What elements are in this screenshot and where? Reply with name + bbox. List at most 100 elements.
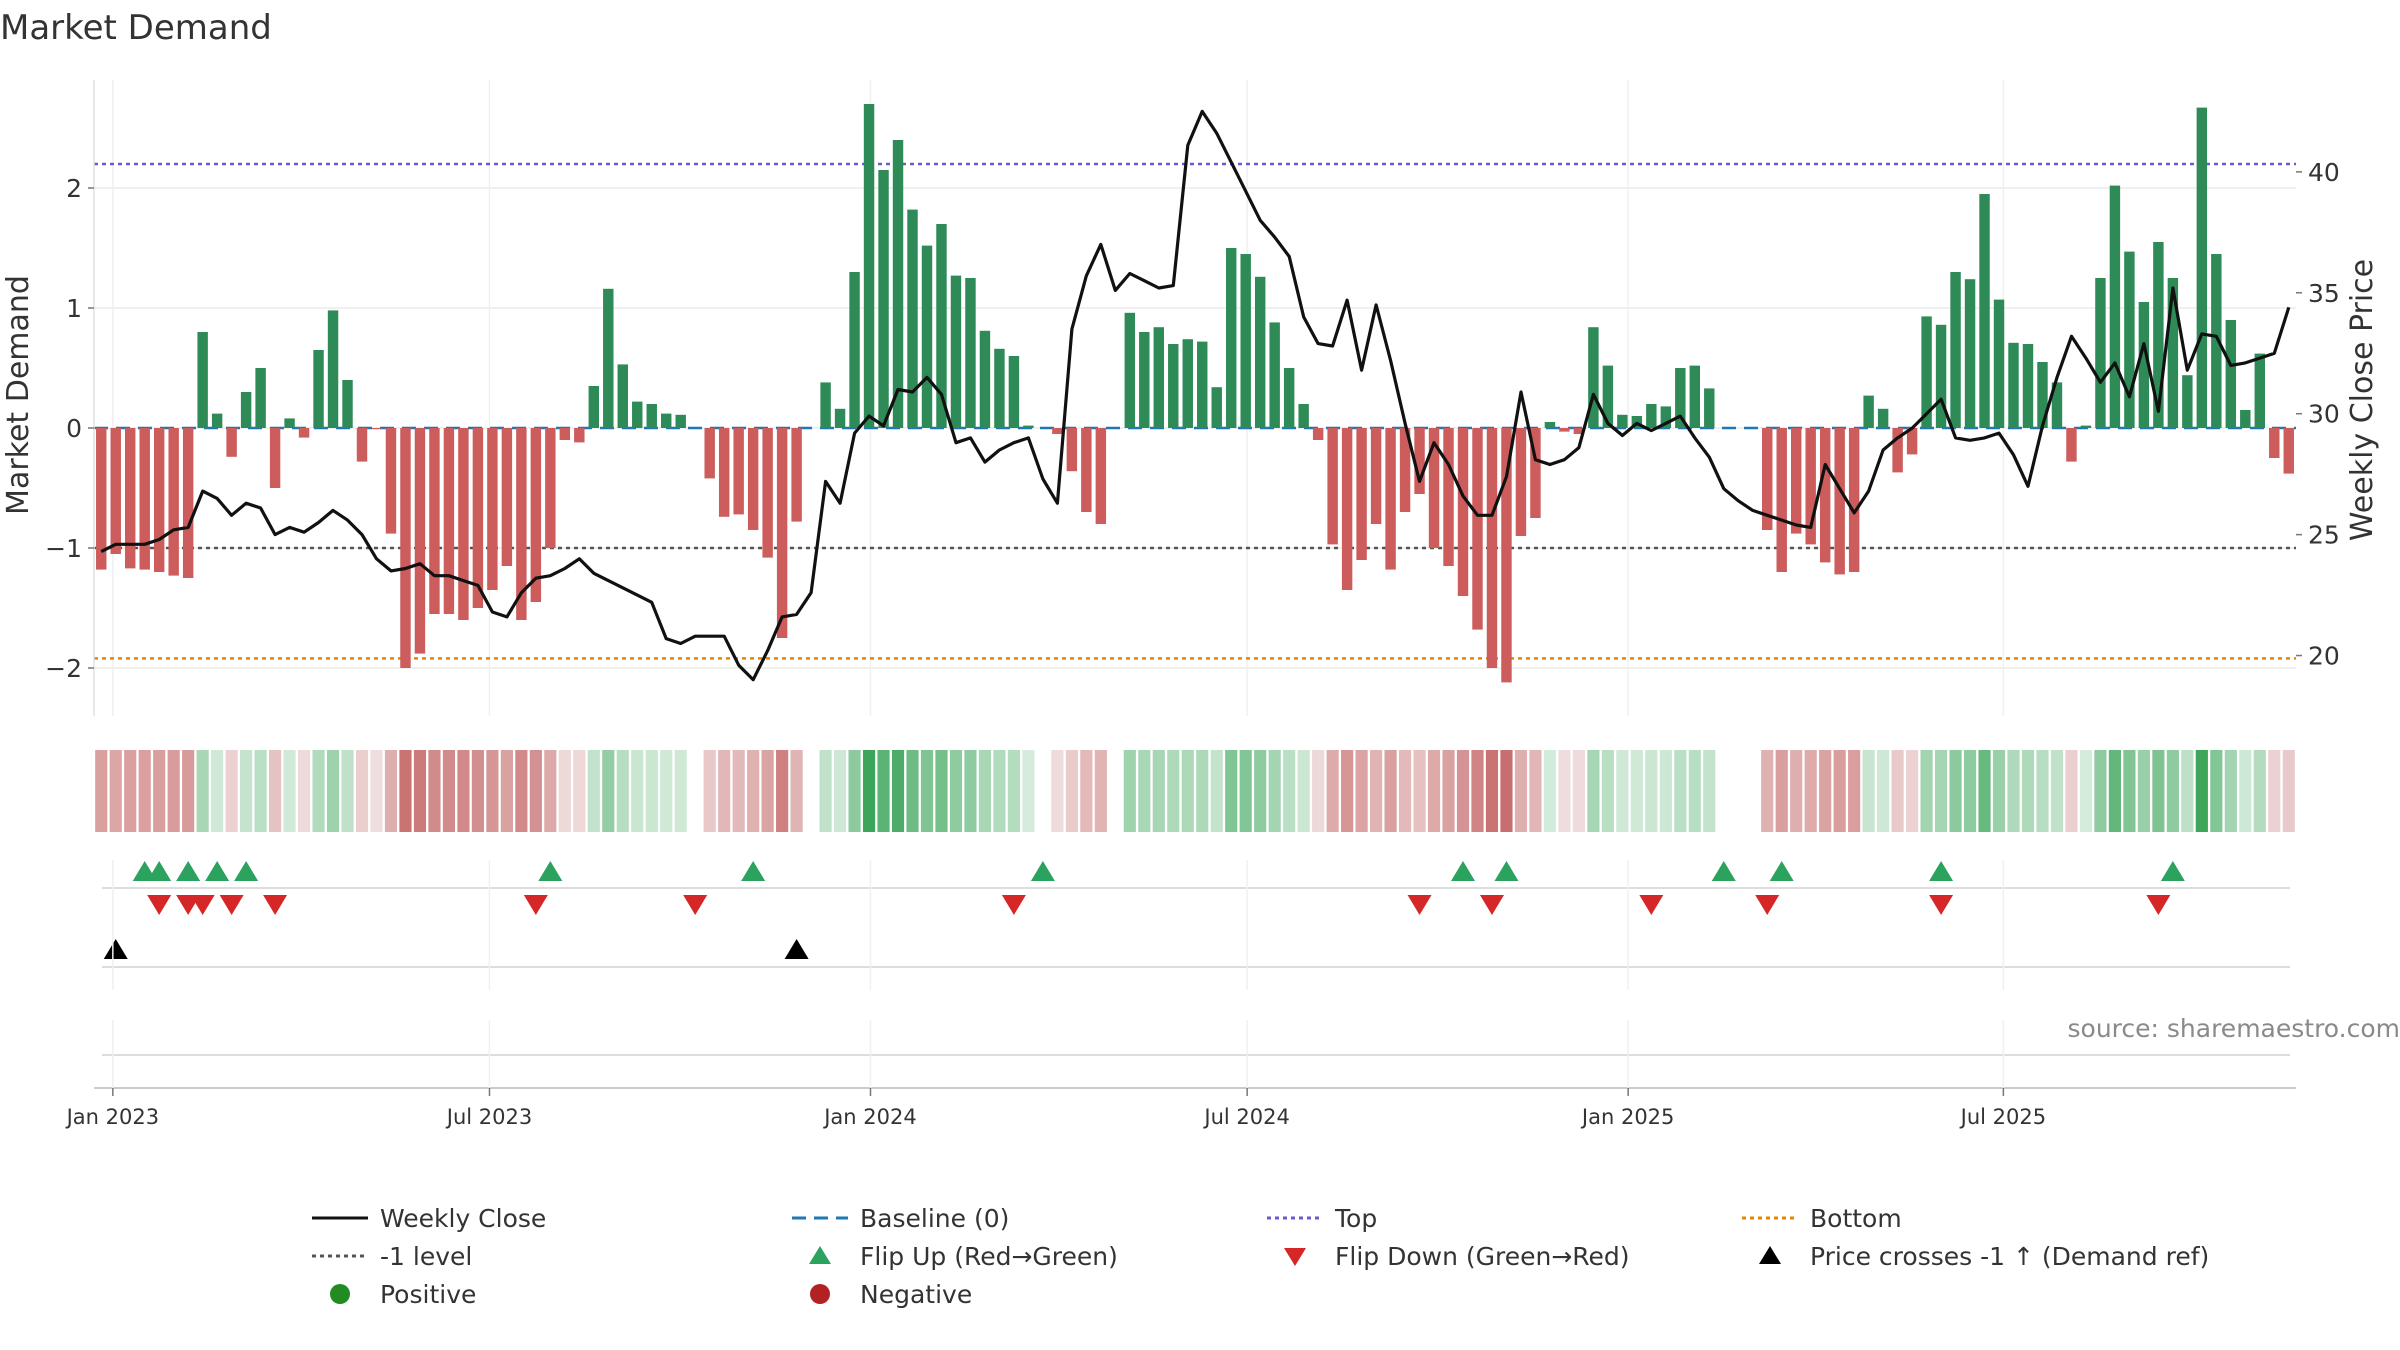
heat-cell [732, 750, 745, 832]
flip-markers [102, 861, 2290, 915]
heat-cell [2065, 750, 2078, 832]
demand-bar [1095, 428, 1107, 524]
heat-cell [1732, 750, 1745, 832]
demand-bar [545, 428, 556, 548]
demand-bar [356, 428, 368, 462]
y-tick-label: −1 [45, 534, 82, 563]
demand-bar [1573, 428, 1585, 434]
legend-weekly-close: Weekly Close [310, 1200, 546, 1236]
demand-bar [762, 428, 773, 558]
demand-bar [96, 428, 107, 570]
demand-bar [298, 428, 310, 438]
heat-cell [1558, 750, 1571, 832]
heat-cell [486, 750, 499, 832]
demand-bar [182, 428, 194, 578]
y2-tick-label: 20 [2308, 642, 2340, 671]
demand-bar [255, 368, 266, 428]
heat-cell [254, 750, 267, 832]
demand-bar [1964, 279, 1976, 428]
heat-cell [1384, 750, 1397, 832]
heat-cell [833, 750, 847, 832]
legend-label: Flip Down (Green→Red) [1335, 1241, 1630, 1271]
flip-up-marker [741, 861, 766, 881]
demand-bar [1052, 428, 1063, 434]
demand-bar [1312, 428, 1324, 440]
demand-bar [2037, 362, 2048, 428]
demand-bar [2153, 242, 2164, 428]
heat-cell [1370, 750, 1383, 832]
demand-bar [574, 428, 585, 443]
heat-cell [1196, 750, 1209, 832]
demand-bar [834, 408, 846, 428]
heat-cell [95, 750, 108, 832]
price-cross-markers [102, 939, 2290, 968]
demand-bar [385, 428, 397, 534]
heat-cell [1442, 750, 1455, 832]
heat-cell [1080, 750, 1093, 832]
heat-cell [138, 750, 151, 832]
flip-down-marker [1407, 895, 1432, 915]
demand-bar [1226, 248, 1237, 428]
weekly-close-line [100, 109, 2291, 682]
demand-bar [2095, 278, 2106, 428]
x-tick-label: Jan 2024 [822, 1105, 917, 1129]
line-swatch-icon [310, 1200, 370, 1236]
legend-label: Flip Up (Red→Green) [860, 1241, 1118, 1271]
legend-label: Bottom [1810, 1203, 1902, 1233]
flip-down-marker [190, 895, 215, 915]
demand-bar [1588, 327, 1599, 428]
flip-up-marker [176, 861, 201, 881]
heat-cell [1297, 750, 1310, 832]
demand-bar [863, 104, 875, 428]
heat-cell [993, 750, 1006, 832]
y-tick-label: 1 [66, 294, 82, 323]
demand-bar [675, 414, 686, 428]
demand-bar [2269, 428, 2280, 458]
heat-cell [1065, 750, 1078, 832]
heat-cell [1659, 750, 1672, 832]
heat-cell [1949, 750, 1962, 832]
flip-down-marker [1755, 895, 1780, 915]
heat-cell [920, 750, 934, 832]
heat-cell [631, 750, 644, 832]
heat-cell [2210, 750, 2223, 832]
heat-cell [211, 750, 224, 832]
heat-cell [1906, 750, 1919, 832]
heat-cell [674, 750, 687, 832]
heat-cell [269, 750, 282, 832]
demand-bar [443, 428, 455, 614]
demand-bar [1240, 254, 1251, 428]
heat-cell [1543, 750, 1557, 832]
demand-bar [979, 330, 991, 428]
demand-bar [429, 428, 440, 614]
heat-cell [587, 750, 600, 832]
demand-bar [2196, 107, 2208, 428]
circle-icon [790, 1276, 850, 1312]
demand-bar [1559, 428, 1570, 432]
demand-bar [661, 413, 672, 428]
demand-bar [1646, 404, 1657, 428]
demand-bar [1993, 299, 2005, 428]
demand-bar [603, 288, 614, 428]
demand-bar [617, 364, 628, 428]
heat-cell [1963, 750, 1977, 832]
circle-icon [310, 1276, 370, 1312]
y-tick-label: 0 [66, 414, 82, 443]
legend-label: Price crosses -1 ↑ (Demand ref) [1810, 1241, 2210, 1271]
heat-cell [428, 750, 441, 832]
y2-tick-label: 40 [2308, 158, 2340, 187]
chart-title: Market Demand [0, 8, 272, 48]
demand-bar [1182, 339, 1193, 428]
demand-bar [211, 413, 223, 428]
demand-bar [1327, 428, 1338, 545]
heat-cell [602, 750, 615, 832]
demand-bar [588, 386, 600, 428]
demand-bar [1023, 425, 1034, 428]
heat-cell [1790, 750, 1803, 832]
demand-bar [487, 428, 498, 590]
demand-bar [2211, 254, 2222, 428]
demand-bar [168, 428, 179, 576]
heat-cell [326, 750, 340, 832]
demand-bar [1197, 341, 1208, 428]
